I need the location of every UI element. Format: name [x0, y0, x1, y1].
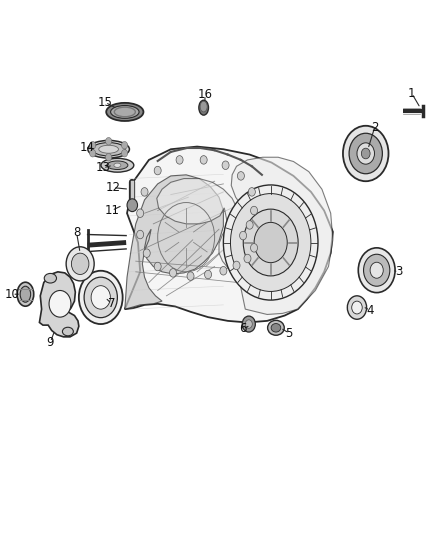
Ellipse shape: [199, 100, 208, 115]
Circle shape: [358, 248, 395, 293]
Circle shape: [127, 199, 138, 212]
Circle shape: [154, 262, 161, 271]
Ellipse shape: [92, 142, 125, 156]
Text: 5: 5: [286, 327, 293, 340]
Circle shape: [220, 266, 227, 275]
Ellipse shape: [110, 106, 139, 118]
Circle shape: [121, 150, 127, 157]
Text: 11: 11: [104, 204, 119, 217]
Circle shape: [49, 290, 71, 317]
Circle shape: [200, 156, 207, 164]
Circle shape: [251, 244, 258, 252]
Circle shape: [352, 301, 362, 314]
Circle shape: [187, 272, 194, 280]
Circle shape: [244, 254, 251, 263]
Circle shape: [121, 142, 127, 149]
Ellipse shape: [17, 282, 34, 306]
Circle shape: [176, 156, 183, 164]
Circle shape: [343, 126, 389, 181]
Ellipse shape: [200, 101, 207, 112]
Polygon shape: [125, 175, 223, 309]
Text: 4: 4: [366, 304, 374, 317]
Ellipse shape: [114, 163, 121, 167]
Circle shape: [106, 154, 112, 161]
Circle shape: [370, 262, 383, 278]
Circle shape: [154, 166, 161, 175]
Text: 13: 13: [95, 161, 110, 174]
Circle shape: [141, 188, 148, 196]
Text: 7: 7: [108, 297, 116, 310]
Ellipse shape: [268, 320, 284, 335]
Ellipse shape: [20, 286, 31, 302]
Text: 2: 2: [371, 122, 378, 134]
Circle shape: [90, 150, 96, 157]
Text: 15: 15: [98, 96, 113, 109]
Circle shape: [66, 247, 94, 281]
Circle shape: [233, 261, 240, 270]
Ellipse shape: [62, 327, 73, 336]
Text: 10: 10: [5, 288, 20, 301]
Ellipse shape: [44, 273, 57, 283]
Circle shape: [361, 148, 370, 159]
Circle shape: [91, 286, 110, 309]
Ellipse shape: [107, 161, 128, 169]
Ellipse shape: [88, 140, 130, 158]
Circle shape: [243, 209, 298, 276]
Polygon shape: [125, 147, 333, 322]
Circle shape: [364, 254, 390, 286]
Circle shape: [84, 277, 117, 318]
Text: 3: 3: [395, 265, 402, 278]
Text: 6: 6: [239, 322, 247, 335]
Text: 12: 12: [106, 181, 120, 194]
Circle shape: [106, 138, 112, 145]
Circle shape: [137, 230, 144, 239]
Polygon shape: [157, 157, 333, 314]
Ellipse shape: [99, 145, 118, 154]
Text: 16: 16: [198, 88, 212, 101]
Circle shape: [143, 249, 150, 257]
Text: 1: 1: [408, 87, 416, 100]
Circle shape: [230, 193, 311, 292]
Circle shape: [254, 222, 287, 263]
Circle shape: [237, 172, 244, 180]
Circle shape: [251, 206, 258, 215]
Ellipse shape: [271, 324, 281, 332]
Ellipse shape: [101, 158, 134, 172]
Circle shape: [240, 231, 247, 240]
Circle shape: [246, 221, 253, 229]
Circle shape: [90, 142, 96, 149]
Circle shape: [357, 143, 374, 164]
Circle shape: [349, 133, 382, 174]
Text: 9: 9: [46, 336, 54, 349]
Circle shape: [170, 269, 177, 277]
Circle shape: [79, 271, 123, 324]
Circle shape: [245, 320, 252, 328]
Circle shape: [347, 296, 367, 319]
Circle shape: [242, 316, 255, 332]
Ellipse shape: [106, 103, 143, 121]
Text: 8: 8: [73, 227, 80, 239]
Circle shape: [71, 253, 89, 274]
Circle shape: [223, 185, 318, 300]
Text: 14: 14: [79, 141, 94, 154]
Circle shape: [222, 161, 229, 169]
Circle shape: [137, 209, 144, 217]
Circle shape: [248, 188, 255, 196]
Polygon shape: [39, 272, 79, 337]
Circle shape: [205, 270, 212, 279]
